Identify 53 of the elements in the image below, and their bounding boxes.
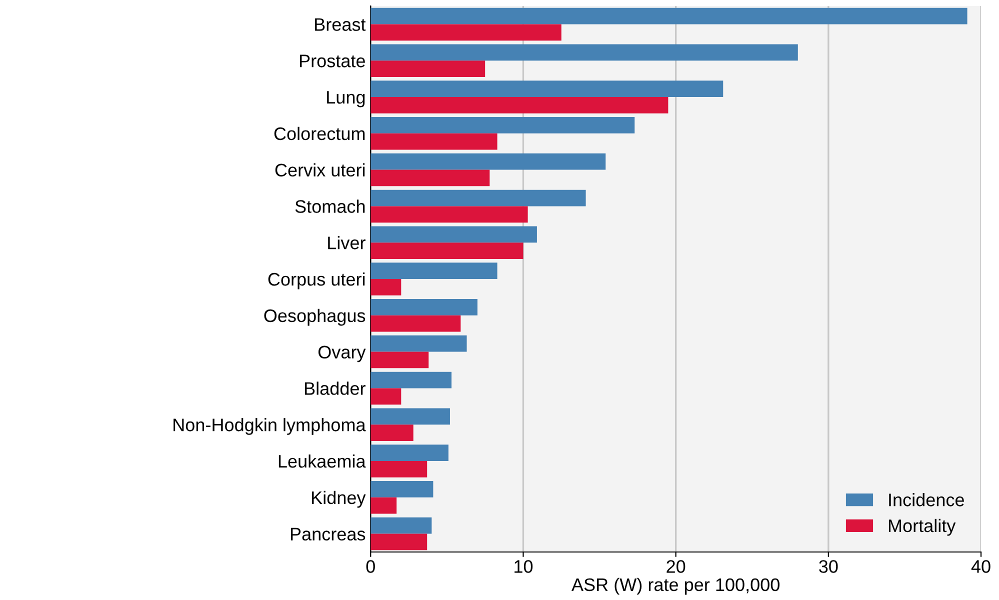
bar [370, 352, 429, 368]
y-tick-label: Oesophagus [264, 308, 366, 326]
bar [370, 153, 606, 170]
bar [370, 8, 968, 24]
y-tick-label: Lung [327, 91, 365, 108]
bar [370, 444, 448, 461]
y-tick-label: Ovary [318, 346, 366, 362]
bar [370, 44, 798, 61]
x-tick-label: 30 [819, 560, 838, 573]
y-tick-label: Bladder [305, 382, 366, 395]
bar [370, 497, 397, 514]
x-tick-label: 10 [514, 560, 533, 573]
x-axis-title: ASR (W) rate per 100,000 [572, 578, 780, 595]
x-tick-label: 40 [971, 560, 990, 573]
y-tick-label: Liver [328, 236, 366, 250]
y-tick-label: Breast [315, 18, 366, 31]
bar [370, 424, 414, 441]
bar [370, 315, 461, 332]
bar [370, 534, 428, 550]
y-tick-label: Leukaemia [278, 454, 366, 468]
bar [370, 170, 490, 186]
bar [370, 335, 467, 352]
bar [370, 299, 478, 316]
x-tick-label: 0 [366, 560, 375, 573]
y-tick-label: Kidney [312, 490, 366, 508]
bar [370, 408, 450, 425]
y-tick-label: Pancreas [290, 528, 366, 541]
legend-label: Mortality [888, 518, 956, 536]
bar [370, 226, 537, 243]
y-tick-label: Cervix uteri [275, 163, 365, 177]
y-tick-label: Non-Hodgkin lymphoma [174, 418, 366, 435]
legend-label: Incidence [889, 493, 964, 506]
bar [370, 242, 524, 259]
y-tick-label: Colorectum [274, 126, 365, 140]
bar [370, 117, 635, 134]
bar [370, 190, 586, 206]
bar [370, 461, 428, 478]
y-tick-label: Prostate [300, 54, 365, 68]
bar [370, 133, 498, 150]
y-tick-label: Corpus uteri [268, 272, 365, 290]
bar [370, 80, 724, 97]
y-tick-label: Stomach [295, 200, 365, 213]
bar [370, 60, 486, 77]
bar [370, 517, 432, 534]
bar [370, 481, 434, 498]
bar [370, 388, 402, 405]
bar [370, 262, 498, 279]
bar [370, 97, 668, 114]
bar [370, 24, 562, 41]
x-tick-label: 20 [666, 560, 686, 573]
bar [370, 279, 402, 296]
bar [370, 206, 528, 223]
bar [370, 372, 452, 388]
